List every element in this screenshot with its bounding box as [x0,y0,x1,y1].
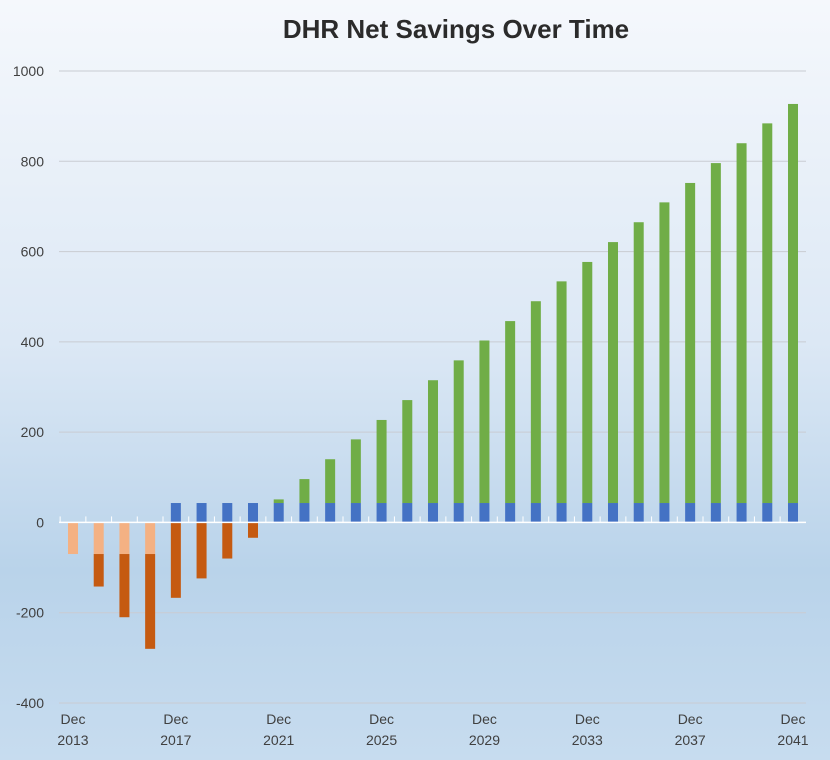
bar-segment-s3 [299,479,310,504]
bar-segment-s2 [453,503,464,523]
bar-segment-s2 [505,503,516,523]
bar-segment-s0 [93,522,104,555]
y-tick-label: 200 [21,424,45,440]
bar-segment-s3 [710,163,721,504]
bar-segment-s1 [196,522,207,579]
bar-segment-s3 [453,360,464,504]
bar-segment-s2 [479,503,490,523]
bar-segment-s2 [710,503,721,523]
x-tick-label-month: Dec [61,711,86,727]
x-tick-label-year: 2021 [263,732,294,748]
bar-segment-s3 [788,103,798,504]
bar-segment-s3 [428,380,438,504]
bar-segment-s3 [479,340,490,504]
y-tick-label: 800 [21,153,45,169]
x-tick-label-year: 2037 [675,732,706,748]
bar-segment-s2 [762,503,773,523]
bar-segment-s3 [350,439,361,504]
bar-segment-s3 [685,182,696,504]
bar-segment-s3 [376,419,387,504]
bar-segment-s2 [325,503,336,523]
bar-segment-s3 [556,281,567,504]
bar-segment-s0 [145,522,156,555]
bar-segment-s0 [119,522,130,555]
x-tick-label-year: 2025 [366,732,397,748]
bar-segment-s3 [736,143,747,504]
bar-segment-s2 [685,503,696,523]
bar-segment-s1 [222,522,233,559]
bar-segment-s3 [582,261,593,504]
bar-segment-s1 [145,554,156,649]
bar-segment-s3 [608,242,618,504]
bar-segment-s3 [402,400,413,504]
bar-segment-s3 [505,321,516,504]
y-tick-label: -200 [16,605,44,621]
y-tick-label: -400 [16,695,44,711]
x-tick-label-year: 2041 [777,732,808,748]
x-tick-label-month: Dec [163,711,188,727]
bar-segment-s1 [248,522,258,538]
bar-segment-s3 [633,222,644,504]
bar-segment-s2 [736,503,747,523]
x-tick-label-month: Dec [678,711,703,727]
bar-segment-s3 [325,459,336,504]
bar-segment-s1 [119,554,130,618]
bar-segment-s2 [273,503,284,523]
x-tick-label-year: 2017 [160,732,191,748]
bar-segment-s3 [273,499,284,504]
bar-segment-s2 [428,503,438,523]
bar-segment-s2 [222,503,233,523]
bar-segment-s1 [93,554,104,587]
bar-segment-s2 [170,503,181,523]
bar-segment-s2 [659,503,670,523]
x-tick-label-month: Dec [575,711,600,727]
x-tick-label-month: Dec [472,711,497,727]
bar-segment-s2 [376,503,387,523]
bar-segment-s2 [633,503,644,523]
x-tick-label-year: 2029 [469,732,500,748]
bar-segment-s2 [582,503,593,523]
x-tick-label-month: Dec [369,711,394,727]
x-tick-label-month: Dec [266,711,291,727]
bar-segment-s2 [350,503,361,523]
bar-segment-s2 [196,503,207,523]
bar-segment-s2 [402,503,413,523]
x-tick-label-year: 2013 [57,732,88,748]
bar-segment-s3 [762,123,773,504]
y-tick-label: 400 [21,334,45,350]
y-tick-label: 1000 [13,63,44,79]
bar-segment-s3 [659,202,670,504]
bar-segment-s2 [248,503,258,523]
chart-title: DHR Net Savings Over Time [282,14,630,44]
y-tick-label: 0 [36,514,44,530]
bar-segment-s2 [556,503,567,523]
bar-segment-s0 [68,522,78,555]
x-tick-label-month: Dec [781,711,806,727]
bar-segment-s2 [788,503,798,523]
bar-segment-s3 [530,301,541,504]
x-tick-label-year: 2033 [572,732,603,748]
y-tick-label: 600 [21,244,45,260]
bar-segment-s2 [608,503,618,523]
bar-segment-s2 [299,503,310,523]
bar-segment-s1 [170,522,181,598]
bar-segment-s2 [530,503,541,523]
